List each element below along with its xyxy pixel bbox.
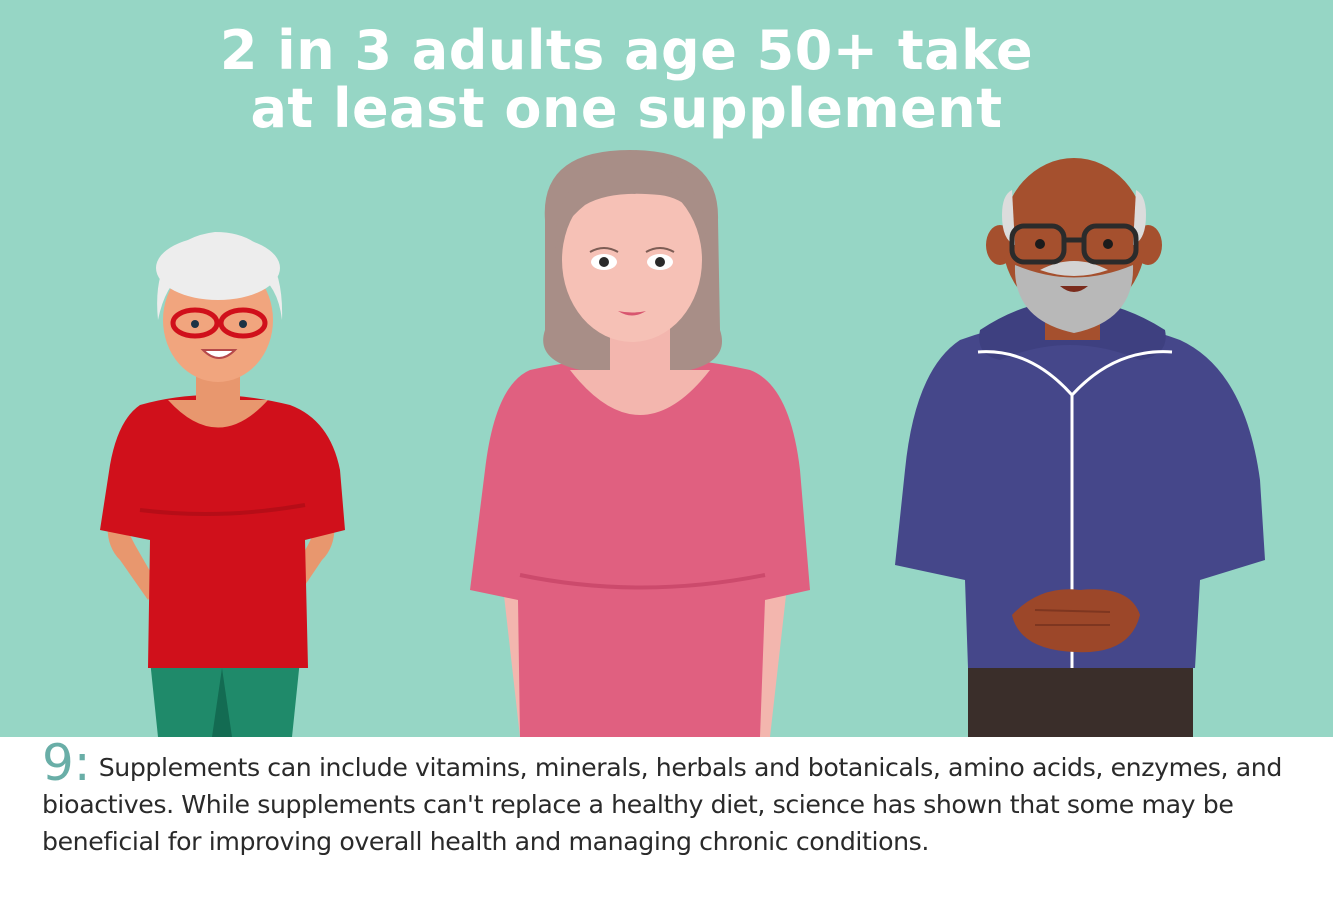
headline: 2 in 3 adults age 50+ take at least one …: [0, 22, 1253, 138]
people-illustration: [100, 150, 1265, 737]
illustration-panel: 2 in 3 adults age 50+ take at least one …: [0, 0, 1333, 737]
caption: 9: Supplements can include vitamins, min…: [42, 738, 1312, 860]
headline-line-1: 2 in 3 adults age 50+ take: [219, 19, 1034, 82]
woman-red-shirt: [100, 232, 345, 737]
caption-text: Supplements can include vitamins, minera…: [42, 753, 1282, 856]
caption-number: 9:: [42, 734, 91, 792]
man-blue-jacket: [895, 158, 1265, 737]
woman-pink-shirt: [470, 150, 810, 737]
headline-line-2: at least one supplement: [250, 77, 1003, 140]
